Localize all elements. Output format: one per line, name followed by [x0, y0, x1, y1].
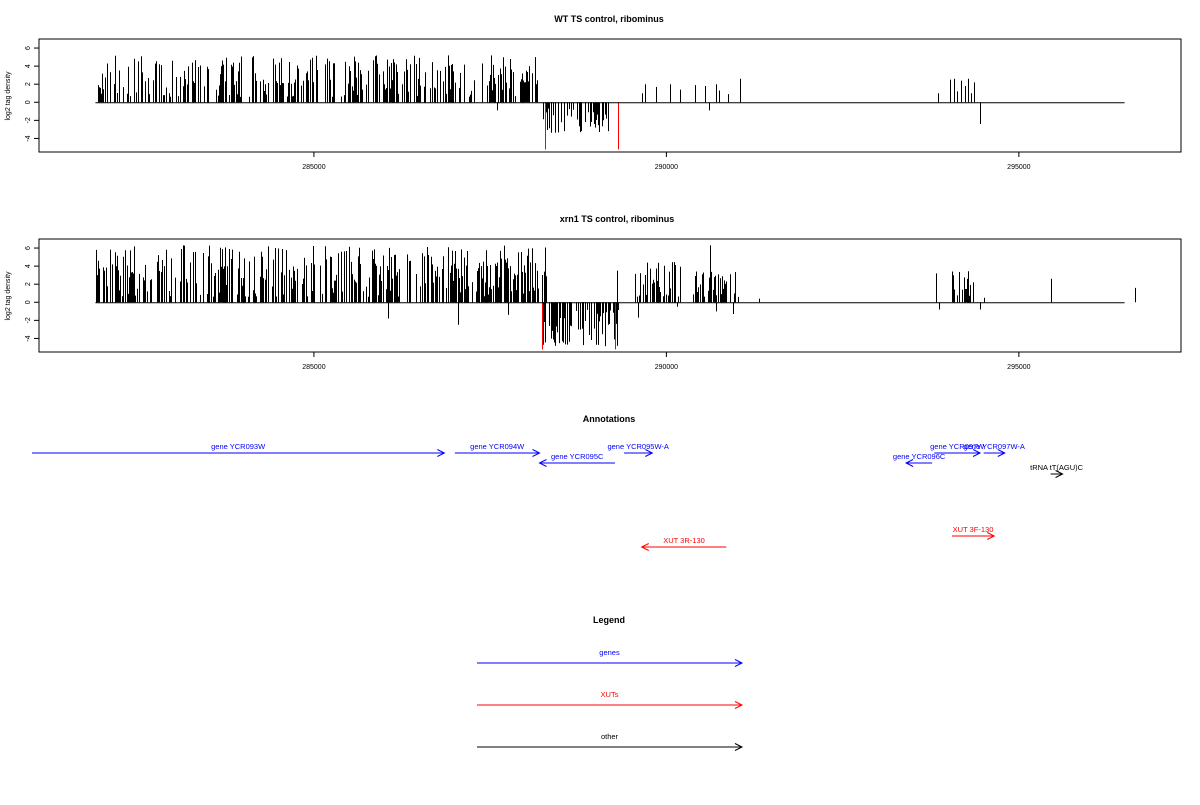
- annotation-arrow: [934, 449, 982, 457]
- wt-plot-frame: [38, 38, 1182, 153]
- annotation-label: gene YCR095W-A: [607, 442, 668, 451]
- xrn1-coverage-panel: xrn1 TS control, ribominus log2 tag dens…: [5, 214, 1182, 371]
- wt-bars: [98, 55, 981, 150]
- legend-arrow: [477, 701, 744, 709]
- xrn1-y-tick-label: 0: [25, 300, 32, 304]
- annotation-label: gene YCR096C: [893, 452, 946, 461]
- xrn1-y-tick-label: 4: [25, 264, 32, 268]
- annotation-arrow: [983, 449, 1006, 457]
- wt-y-tick-label: -4: [25, 135, 32, 141]
- wt-x-tick-label: 290000: [655, 164, 678, 171]
- legend-arrow: [477, 659, 744, 667]
- legend-label: other: [601, 732, 619, 741]
- xrn1-y-tick-label: -2: [25, 317, 32, 323]
- legend-arrow: [477, 743, 744, 751]
- wt-y-tick-label: 2: [25, 82, 32, 86]
- xrn1-y-tick-label: 6: [25, 246, 32, 250]
- wt-y-tick-label: 6: [25, 46, 32, 50]
- xrn1-plot-frame: [38, 238, 1182, 353]
- annotation-label: gene YCR094W: [470, 442, 525, 451]
- annotation-arrow: [454, 449, 541, 457]
- annotation-arrow: [640, 543, 727, 551]
- annotation-label: gene YCR097W: [930, 442, 985, 451]
- annotation-arrow: [538, 459, 615, 467]
- xrn1-y-axis-label: log2 tag density: [5, 271, 12, 321]
- annotation-arrow: [1050, 470, 1064, 478]
- xrn1-x-tick-label: 295000: [1007, 364, 1030, 371]
- wt-y-axis-label: log2 tag density: [5, 71, 12, 121]
- wt-y-tick-label: 4: [25, 64, 32, 68]
- annotation-label: tRNA tT(AGU)C: [1030, 463, 1084, 472]
- wt-panel-title: WT TS control, ribominus: [554, 14, 664, 24]
- annotation-label: gene YCR095C: [551, 452, 604, 461]
- annotation-label: XUT 3R-130: [663, 536, 705, 545]
- annotation-label: XUT 3F-130: [953, 525, 994, 534]
- wt-y-tick-label: -2: [25, 117, 32, 123]
- legend-title: Legend: [593, 615, 625, 625]
- annotation-arrow: [624, 449, 654, 457]
- legend-items: genes XUTs other: [477, 648, 744, 751]
- wt-y-tick-label: 0: [25, 100, 32, 104]
- annotation-label: gene YCR097W-A: [963, 442, 1024, 451]
- xrn1-y-tick-label: 2: [25, 282, 32, 286]
- annotations-track: Annotations gene YCR093W gene YCR094W gene…: [31, 414, 1084, 551]
- wt-x-tick-label: 285000: [302, 164, 325, 171]
- wt-x-axis: 285000 290000 295000: [302, 152, 1031, 171]
- legend-label: genes: [599, 648, 620, 657]
- xrn1-y-axis: -4 -2 0 2 4 6: [25, 246, 39, 342]
- wt-x-tick-label: 295000: [1007, 164, 1030, 171]
- annotation-arrow: [31, 449, 446, 457]
- annotations-title: Annotations: [583, 414, 636, 424]
- annotation-label: gene YCR093W: [211, 442, 266, 451]
- wt-y-axis: -4 -2 0 2 4 6: [25, 46, 39, 142]
- xrn1-x-tick-label: 285000: [302, 364, 325, 371]
- legend: Legend genes XUTs other: [477, 615, 744, 751]
- xrn1-bars: [96, 245, 1136, 350]
- xrn1-x-tick-label: 290000: [655, 364, 678, 371]
- annotation-arrow: [904, 459, 933, 467]
- xrn1-panel-title: xrn1 TS control, ribominus: [560, 214, 675, 224]
- wt-coverage-panel: WT TS control, ribominus log2 tag densit…: [5, 14, 1182, 171]
- xrn1-y-tick-label: -4: [25, 335, 32, 341]
- annotation-arrow: [951, 532, 996, 540]
- legend-label: XUTs: [601, 690, 619, 699]
- xrn1-x-axis: 285000 290000 295000: [302, 352, 1031, 371]
